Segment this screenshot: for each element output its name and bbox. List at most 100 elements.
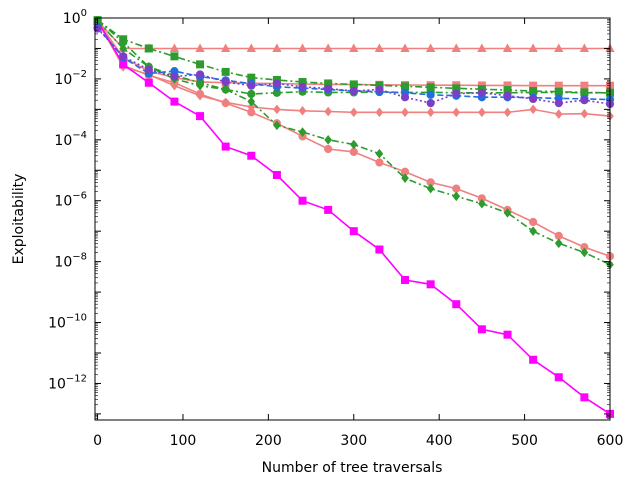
data-point bbox=[196, 60, 205, 69]
x-tick-label: 100 bbox=[170, 433, 197, 449]
y-axis-title: Exploitability bbox=[11, 174, 27, 265]
data-point bbox=[580, 393, 589, 402]
data-point bbox=[323, 43, 333, 52]
data-point bbox=[580, 81, 589, 90]
data-point bbox=[426, 280, 435, 289]
y-tick-label: 100 bbox=[63, 8, 87, 27]
data-point bbox=[273, 120, 281, 131]
data-point bbox=[272, 79, 282, 88]
data-point bbox=[272, 43, 282, 52]
y-tick-label: 10−10 bbox=[48, 313, 87, 332]
data-point bbox=[503, 107, 512, 118]
data-point bbox=[324, 84, 333, 93]
data-point bbox=[375, 85, 384, 94]
series-line bbox=[97, 19, 611, 94]
data-point bbox=[554, 109, 563, 119]
data-point bbox=[144, 44, 153, 53]
data-point bbox=[247, 96, 256, 107]
data-point bbox=[554, 231, 563, 240]
data-point bbox=[529, 217, 538, 227]
data-point bbox=[426, 99, 435, 108]
data-point bbox=[272, 170, 281, 179]
data-point bbox=[426, 43, 436, 52]
data-point bbox=[298, 82, 307, 91]
data-point bbox=[580, 108, 589, 119]
data-point bbox=[196, 112, 205, 121]
x-tick-label: 300 bbox=[340, 433, 367, 449]
data-point bbox=[452, 184, 461, 193]
data-point bbox=[247, 108, 256, 117]
data-point bbox=[426, 183, 435, 194]
data-point bbox=[452, 191, 461, 202]
y-tick-label: 10−4 bbox=[54, 130, 87, 149]
data-point bbox=[324, 144, 333, 154]
data-point bbox=[528, 43, 538, 52]
y-tick-label: 10−2 bbox=[54, 69, 87, 88]
data-point bbox=[349, 107, 358, 118]
data-point bbox=[579, 43, 590, 52]
x-axis-title: Number of tree traversals bbox=[262, 460, 443, 476]
data-point bbox=[221, 85, 230, 94]
data-point bbox=[375, 148, 384, 159]
data-point bbox=[554, 99, 563, 108]
axes-layer: 0 100 200 300 400 500 600 100 10−2 10−4 10−6 10−8 10… bbox=[48, 8, 623, 449]
data-point bbox=[349, 43, 359, 52]
data-point bbox=[273, 104, 281, 115]
data-point bbox=[119, 60, 128, 69]
data-point bbox=[144, 65, 153, 74]
data-point bbox=[554, 43, 564, 52]
data-point bbox=[349, 147, 358, 157]
data-point bbox=[554, 373, 563, 382]
data-point bbox=[401, 107, 409, 118]
data-point bbox=[478, 107, 486, 118]
data-point bbox=[170, 72, 179, 81]
data-point bbox=[400, 43, 410, 52]
data-point bbox=[452, 300, 461, 309]
data-point bbox=[298, 127, 307, 137]
data-point bbox=[349, 86, 358, 96]
data-point bbox=[349, 139, 358, 150]
data-point bbox=[298, 196, 307, 205]
data-point bbox=[503, 91, 512, 100]
data-point bbox=[247, 89, 256, 99]
data-point bbox=[400, 93, 410, 102]
series-10 bbox=[93, 24, 615, 109]
data-point bbox=[375, 107, 384, 118]
data-point bbox=[502, 43, 513, 52]
data-point bbox=[375, 158, 384, 167]
y-tick-label: 10−12 bbox=[48, 373, 87, 392]
data-point bbox=[451, 43, 461, 52]
data-point bbox=[195, 43, 205, 52]
data-point bbox=[503, 208, 512, 218]
y-tick-label: 10−6 bbox=[54, 191, 87, 210]
data-point bbox=[119, 38, 128, 47]
data-point bbox=[324, 135, 332, 145]
series-line bbox=[96, 26, 611, 101]
data-point bbox=[221, 99, 230, 108]
data-point bbox=[580, 96, 589, 105]
data-point bbox=[452, 107, 461, 118]
data-point bbox=[529, 355, 538, 364]
data-point bbox=[169, 43, 180, 52]
plot-frame bbox=[94, 17, 611, 421]
data-point bbox=[324, 205, 333, 214]
data-point bbox=[195, 70, 205, 79]
data-point bbox=[478, 198, 486, 209]
data-point bbox=[401, 275, 410, 284]
data-point bbox=[580, 247, 589, 258]
data-point bbox=[297, 43, 308, 52]
data-point bbox=[503, 330, 512, 339]
x-tick-label: 200 bbox=[255, 433, 282, 449]
data-point bbox=[554, 238, 563, 249]
data-point bbox=[477, 43, 487, 52]
data-point bbox=[375, 245, 384, 254]
data-point bbox=[144, 78, 153, 87]
y-tick-label: 10−8 bbox=[54, 252, 87, 271]
data-point bbox=[195, 89, 205, 99]
series-line bbox=[97, 20, 611, 266]
data-point bbox=[221, 142, 230, 151]
data-point bbox=[426, 90, 435, 99]
data-point bbox=[221, 77, 230, 86]
data-point bbox=[247, 81, 256, 90]
data-point bbox=[452, 89, 461, 98]
